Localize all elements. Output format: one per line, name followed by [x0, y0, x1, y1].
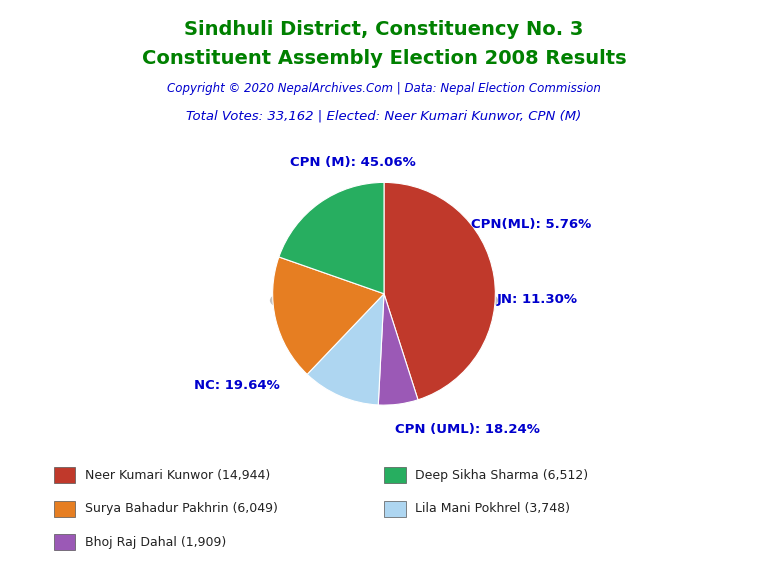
- Wedge shape: [279, 183, 384, 294]
- Text: Constituent Assembly Election 2008 Results: Constituent Assembly Election 2008 Resul…: [141, 49, 627, 68]
- Wedge shape: [379, 294, 418, 405]
- Text: Lila Mani Pokhrel (3,748): Lila Mani Pokhrel (3,748): [415, 502, 571, 515]
- Wedge shape: [384, 183, 495, 400]
- Text: Copyright © 2020 NepalArchives.Com | Data: Nepal Election Commission: Copyright © 2020 NepalArchives.Com | Dat…: [167, 82, 601, 95]
- Text: Neer Kumari Kunwor (14,944): Neer Kumari Kunwor (14,944): [85, 469, 270, 482]
- Text: Total Votes: 33,162 | Elected: Neer Kumari Kunwor, CPN (M): Total Votes: 33,162 | Elected: Neer Kuma…: [187, 109, 581, 123]
- Text: Deep Sikha Sharma (6,512): Deep Sikha Sharma (6,512): [415, 469, 588, 482]
- Text: Surya Bahadur Pakhrin (6,049): Surya Bahadur Pakhrin (6,049): [85, 502, 278, 515]
- Wedge shape: [307, 294, 384, 405]
- Wedge shape: [273, 257, 384, 374]
- Text: CPN (UML): 18.24%: CPN (UML): 18.24%: [395, 423, 540, 436]
- Text: Sindhuli District, Constituency No. 3: Sindhuli District, Constituency No. 3: [184, 20, 584, 39]
- Text: Bhoj Raj Dahal (1,909): Bhoj Raj Dahal (1,909): [85, 536, 227, 548]
- Text: JN: 11.30%: JN: 11.30%: [497, 293, 578, 306]
- Text: CPN(ML): 5.76%: CPN(ML): 5.76%: [471, 218, 591, 231]
- Text: CPN (M): 45.06%: CPN (M): 45.06%: [290, 156, 415, 169]
- Text: NC: 19.64%: NC: 19.64%: [194, 378, 280, 392]
- Ellipse shape: [270, 279, 498, 321]
